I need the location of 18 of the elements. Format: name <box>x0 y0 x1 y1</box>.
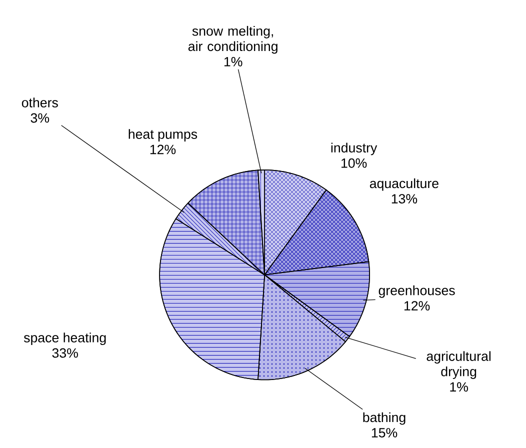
data-label: 33% <box>52 348 78 358</box>
legend-label: greenhouses <box>378 285 455 298</box>
data-label: 1% <box>450 382 468 392</box>
slice-label: others <box>22 98 58 108</box>
data-label: 3% <box>30 113 50 123</box>
data-label: 13% <box>392 194 418 204</box>
data-label: 15% <box>372 428 398 438</box>
slice-label: industry <box>331 142 378 156</box>
slice-label: heat pumps <box>128 129 198 142</box>
slice-label: agricultural drying <box>426 351 491 379</box>
slice-label: aquaculture <box>370 178 438 191</box>
data-label: 1% <box>224 57 242 66</box>
slice-label: space heating <box>24 332 106 346</box>
data-label: 10% <box>342 158 367 168</box>
slice-label: snow melting, air conditioning <box>188 26 278 54</box>
slice-label: bathing <box>363 412 406 425</box>
data-label: 12% <box>404 301 430 310</box>
data-label: 12% <box>150 144 176 154</box>
